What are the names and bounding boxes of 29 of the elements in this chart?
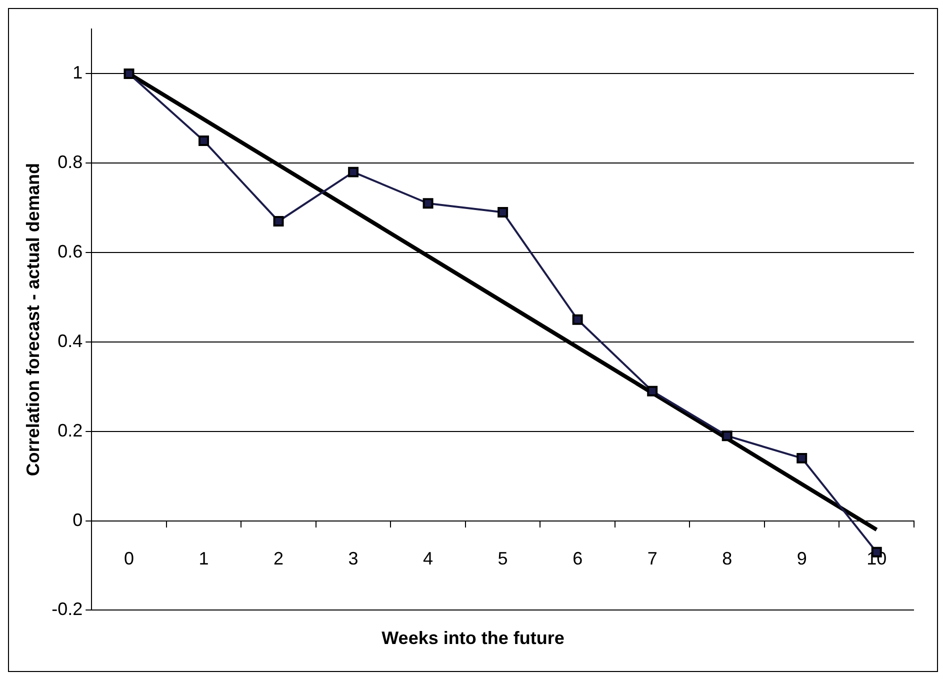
y-tick-label: 0.2 — [58, 420, 83, 440]
x-tick-label: 6 — [572, 548, 583, 569]
x-tick-label: 8 — [722, 548, 732, 569]
point — [124, 68, 134, 79]
x-tick-label: 7 — [647, 548, 658, 569]
x-tick-label: 2 — [274, 548, 284, 569]
x-tick-label: 0 — [124, 548, 134, 569]
x-tick-label: 9 — [796, 548, 807, 569]
point — [796, 452, 808, 464]
x-tick-label: 3 — [348, 548, 358, 569]
point — [422, 198, 434, 209]
y-tick-label: 0.6 — [58, 242, 83, 262]
y-tick-label: 0 — [72, 510, 83, 530]
x-tick-label: 5 — [498, 548, 508, 569]
point — [722, 430, 732, 442]
y-tick-label: 1 — [72, 62, 83, 83]
y-tick-label: -0.2 — [52, 599, 83, 620]
point — [647, 386, 658, 396]
point — [498, 207, 508, 218]
point — [273, 216, 284, 226]
y-axis-title: Correlation forecast - actual demand — [22, 163, 43, 476]
x-axis-title: Weeks into the future — [380, 628, 566, 649]
point — [198, 136, 210, 146]
y-tick-label: 0.8 — [58, 152, 83, 172]
y-tick-label: 0.4 — [58, 330, 83, 351]
point — [348, 166, 359, 178]
x-tick-label: 1 — [198, 548, 209, 569]
point — [572, 314, 583, 325]
x-tick-label: 4 — [423, 548, 434, 569]
